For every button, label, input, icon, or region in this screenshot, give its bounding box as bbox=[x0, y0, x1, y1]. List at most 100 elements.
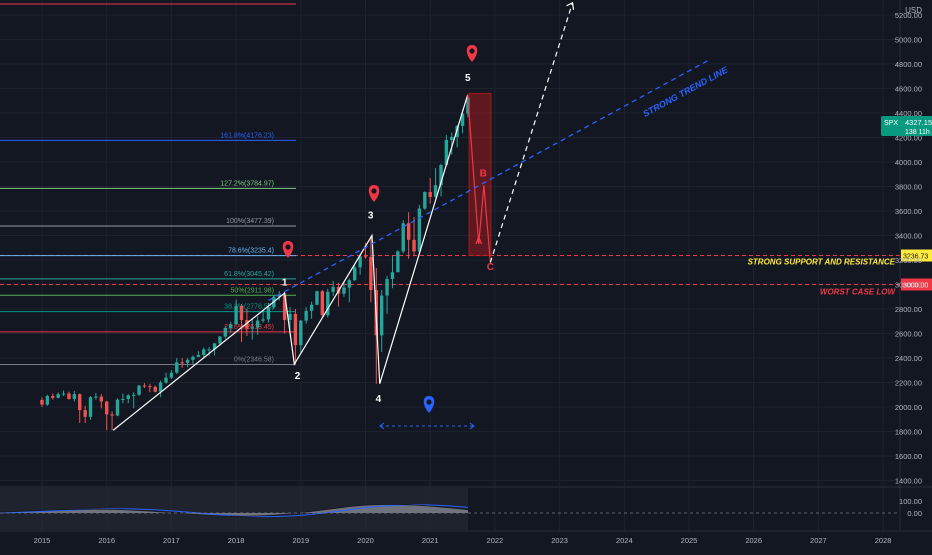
price-tick-label: 4600.00 bbox=[895, 85, 922, 94]
time-tick-label: 2025 bbox=[681, 536, 698, 545]
pin-hole bbox=[426, 399, 432, 405]
candle-body bbox=[185, 359, 190, 363]
wave-label: A bbox=[475, 236, 482, 247]
time-tick-label: 2017 bbox=[163, 536, 180, 545]
countdown: 138 11h bbox=[905, 129, 930, 136]
candle-body bbox=[261, 319, 265, 321]
candle-body bbox=[428, 192, 432, 197]
candle-body bbox=[239, 305, 244, 321]
fib-label: 78.6%(3235.4) bbox=[228, 248, 274, 255]
candle-body bbox=[358, 256, 362, 268]
fib-label: 61.8%(3045.42) bbox=[224, 271, 274, 278]
candle-body bbox=[369, 256, 373, 291]
candle-body bbox=[326, 291, 330, 316]
price-tick-label: 4000.00 bbox=[895, 158, 922, 167]
level-price-tag-text: 3236.73 bbox=[903, 254, 928, 261]
oscillator-pane: 100.00 0.00 bbox=[0, 488, 922, 530]
date-range-arrow-left bbox=[379, 422, 385, 430]
wave-labels: 1 2 3 4 5 A B C bbox=[282, 73, 494, 405]
level-price-tag bbox=[901, 249, 932, 262]
candle-body bbox=[115, 399, 120, 416]
candle-body bbox=[396, 251, 400, 273]
candle-body bbox=[137, 385, 141, 395]
candle-body bbox=[131, 394, 136, 396]
candle-body bbox=[309, 304, 314, 311]
time-axis[interactable]: 2015 2016 2017 2018 2019 2020 2021 2022 2023 2024… bbox=[34, 536, 892, 545]
fib-label: 23.6%(2613.45) bbox=[224, 324, 274, 331]
fib-label: 50%(2911.98) bbox=[231, 287, 274, 294]
candle-body bbox=[175, 362, 179, 373]
price-tick-label: 4200.00 bbox=[895, 134, 922, 143]
candle-body bbox=[88, 397, 93, 417]
candle-body bbox=[466, 97, 470, 114]
markers bbox=[282, 45, 478, 430]
osc-signal-line bbox=[0, 504, 469, 518]
pin-icon-wave-3 bbox=[368, 185, 380, 202]
price-tick-label: 3000.00 bbox=[895, 281, 922, 290]
candle-body bbox=[320, 291, 325, 316]
wave-drawings bbox=[112, 1, 709, 431]
time-tick-label: 2015 bbox=[34, 536, 51, 545]
candle-body bbox=[196, 354, 201, 357]
correction-zone-box bbox=[468, 92, 492, 257]
wave-label: 2 bbox=[295, 371, 301, 382]
candle-body bbox=[288, 313, 292, 321]
candle-body bbox=[245, 320, 249, 329]
last-price: 4327.15 bbox=[905, 118, 932, 127]
price-tick-label: 3600.00 bbox=[895, 207, 922, 216]
time-tick-label: 2019 bbox=[292, 536, 309, 545]
candle-body bbox=[67, 393, 71, 400]
candle-body bbox=[363, 256, 368, 258]
candle-body bbox=[277, 294, 281, 297]
symbol-label: SPX bbox=[884, 120, 898, 127]
time-tick-label: 2020 bbox=[357, 536, 374, 545]
candle-body bbox=[406, 223, 411, 240]
time-tick-label: 2022 bbox=[487, 536, 504, 545]
currency-label: USD bbox=[905, 6, 922, 15]
time-tick-label: 2018 bbox=[228, 536, 245, 545]
fib-label: 38.2%(2778.55) bbox=[224, 304, 274, 311]
price-axis[interactable]: 5200.00 5000.00 4800.00 4600.00 4400.00 4200.… bbox=[895, 11, 922, 486]
price-tick-label: 3800.00 bbox=[895, 183, 922, 192]
candle-body bbox=[105, 401, 109, 415]
candle-body bbox=[444, 139, 449, 166]
level-label: STRONG SUPPORT AND RESISTANCE bbox=[748, 258, 896, 267]
candle-body bbox=[153, 386, 157, 392]
pin-hole bbox=[469, 48, 475, 54]
projection-path bbox=[489, 2, 574, 263]
fib-label: 100%(3477.39) bbox=[226, 218, 274, 225]
wave-label: 1 bbox=[282, 278, 288, 289]
candle-body bbox=[315, 291, 319, 305]
candle-body bbox=[433, 185, 438, 197]
candle-body bbox=[352, 267, 357, 281]
fibonacci-retracement: 161.8%(4176.23) 127.2%(3784.97) 100%(3477.… bbox=[0, 132, 296, 366]
candle-body bbox=[191, 356, 195, 360]
time-tick-label: 2023 bbox=[551, 536, 568, 545]
projection-arrow bbox=[566, 1, 575, 10]
grid bbox=[0, 0, 900, 531]
level-label: WORST CASE LOW bbox=[820, 288, 897, 297]
fib-label: 0%(2346.58) bbox=[234, 357, 274, 364]
price-tick-label: 3200.00 bbox=[895, 256, 922, 265]
candle-body bbox=[83, 410, 87, 417]
candle-body bbox=[266, 307, 271, 320]
candle-body bbox=[202, 349, 206, 355]
candle-body bbox=[180, 362, 184, 364]
candle-body bbox=[299, 320, 303, 346]
wave-label: B bbox=[480, 169, 487, 180]
price-tick-label: 4400.00 bbox=[895, 109, 922, 118]
pin-icon-blue bbox=[423, 396, 435, 413]
candle-body bbox=[229, 324, 233, 328]
fib-label: 161.8%(4176.23) bbox=[220, 132, 274, 139]
candle-body bbox=[72, 394, 77, 400]
candle-body bbox=[158, 382, 163, 392]
candle-body bbox=[331, 286, 335, 292]
price-tick-label: 2600.00 bbox=[895, 330, 922, 339]
wave-label: 3 bbox=[368, 210, 374, 221]
candle-body bbox=[212, 343, 217, 350]
time-tick-label: 2027 bbox=[810, 536, 827, 545]
time-tick-label: 2016 bbox=[98, 536, 115, 545]
pin-hole bbox=[285, 244, 291, 250]
